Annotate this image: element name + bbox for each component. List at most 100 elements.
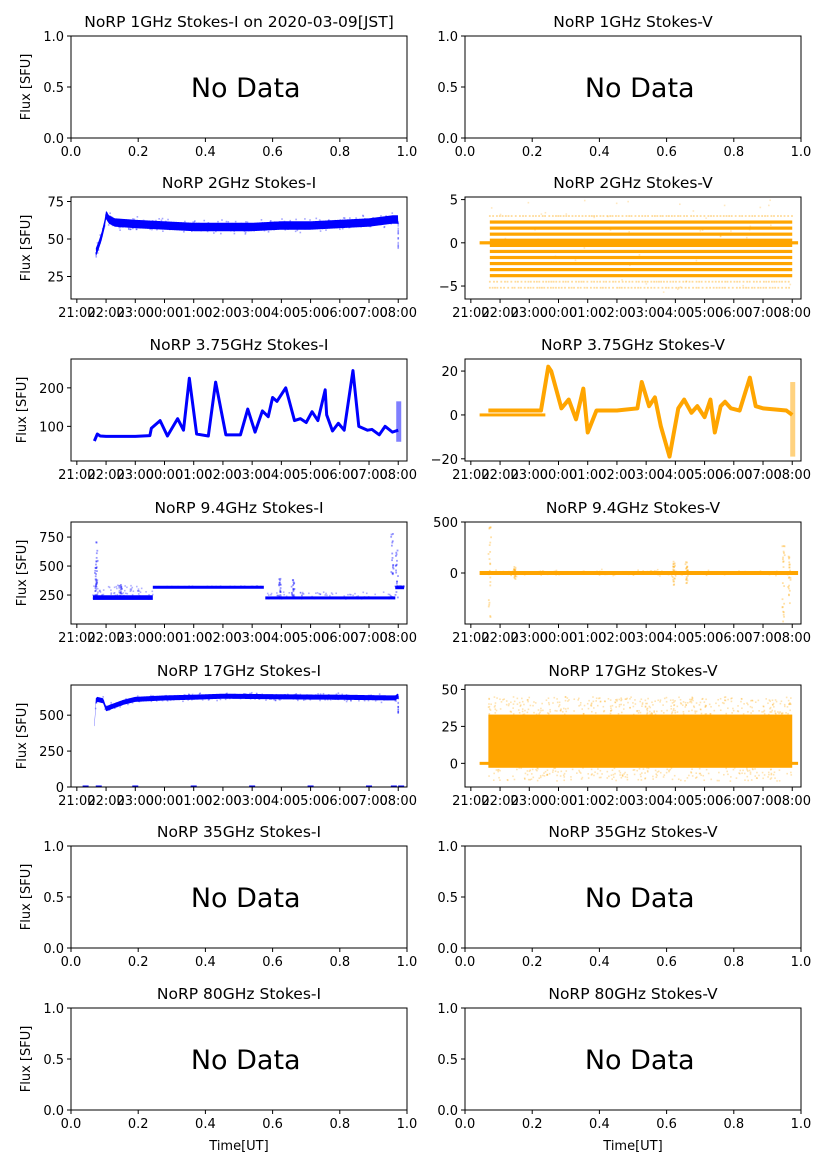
data-point [341,219,344,222]
data-point [397,587,400,589]
data-point [278,578,281,581]
data-point [576,572,579,574]
data-point [622,708,625,710]
data-point [313,597,316,600]
x-tick-label: 04:00 [263,631,300,646]
data-point [729,780,732,782]
data-point [178,227,180,230]
data-point [109,706,111,709]
data-point [170,585,173,588]
data-point [779,711,781,713]
data-point [107,224,110,226]
data-point [259,586,261,589]
data-point [108,705,111,707]
y-tick-label: 0.5 [43,81,64,96]
data-point [789,563,791,566]
data-point [156,221,159,223]
data-point [104,708,106,710]
data-point [560,286,563,289]
data-point [119,592,122,594]
data-point [670,572,673,575]
data-point [344,694,347,697]
data-point [249,698,252,700]
x-tick-label: 22:00 [481,794,518,809]
data-point [151,220,154,222]
x-tick-label: 03:00 [627,468,664,483]
data-point [614,701,617,704]
y-tick-label: 0.5 [43,1053,64,1068]
data-point [250,693,253,695]
x-tick-label: 02:00 [598,468,635,483]
data-point [670,571,673,574]
data-point [397,712,400,714]
data-point [131,586,134,589]
data-point [604,573,606,576]
y-tick-label: 20 [441,365,458,380]
data-point [364,221,367,223]
data-point [120,591,122,593]
zero-marker [132,785,139,787]
data-point [237,696,240,699]
data-point [653,710,656,712]
data-point [96,579,99,582]
y-tick-label: 0 [56,781,64,796]
data-point [270,592,273,595]
data-point [114,703,117,705]
data-point [400,587,403,589]
data-point [123,594,125,597]
data-point [188,696,190,698]
data-point [606,777,609,779]
data-point [300,594,303,597]
data-point [397,711,400,713]
panel-375ghz-i: NoRP 3.75GHz Stokes-I21:0022:0023:0000:0… [15,336,417,483]
data-point [381,222,384,225]
data-point [582,713,585,715]
x-tick-label: 03:00 [233,468,270,483]
data-point [299,693,302,696]
x-tick-label: 08:00 [774,794,811,809]
data-point [740,700,742,703]
data-point [692,705,695,707]
data-point [391,540,394,543]
data-point [252,695,254,698]
data-point [637,570,640,573]
data-point [695,710,698,713]
data-point [673,580,675,583]
data-point [566,697,569,699]
data-point [341,227,344,230]
data-point [395,586,398,589]
data-point [304,224,307,227]
data-point [315,223,318,226]
data-point [659,699,662,701]
data-point [400,585,402,587]
data-point [329,697,331,699]
data-point [326,594,328,597]
data-point [359,696,362,699]
data-point [727,698,729,701]
data-point [393,698,396,700]
data-point [329,695,331,697]
x-tick-label: 07:00 [744,468,781,483]
data-point [770,215,773,217]
y-axis-label: Flux [SFU] [19,1026,34,1093]
data-point [100,594,103,597]
data-point [300,598,303,600]
data-point [397,232,400,234]
data-point [95,255,98,258]
y-tick-label: 500 [39,560,64,575]
data-point [397,695,400,698]
data-point [565,213,568,215]
data-point [675,572,677,574]
data-point [632,713,635,716]
data-point [538,286,541,289]
x-tick-label: 0.6 [656,1117,677,1132]
data-point [361,696,364,699]
data-point [495,769,498,771]
data-point [494,712,497,714]
data-point [734,215,737,217]
data-point [783,215,786,217]
data-point [277,695,280,697]
data-point [396,695,399,698]
data-point [329,698,332,701]
data-point [299,592,302,594]
